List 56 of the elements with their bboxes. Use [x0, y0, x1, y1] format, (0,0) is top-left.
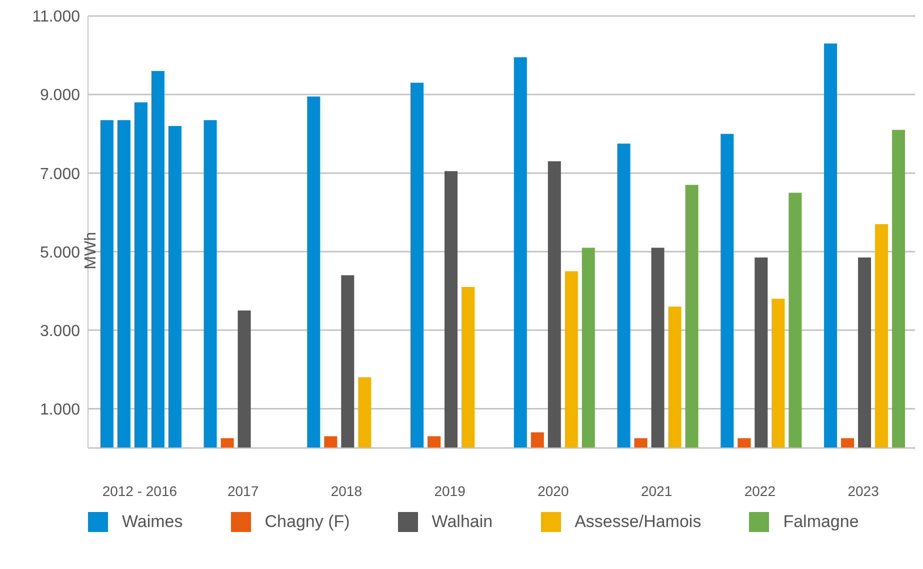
y-tick-label: 1.000	[40, 401, 80, 418]
bar	[841, 438, 854, 448]
bar	[892, 130, 906, 448]
bar	[772, 298, 785, 448]
bar	[428, 436, 441, 448]
bar	[634, 438, 648, 448]
bar	[582, 248, 595, 448]
y-tick-label: 11.000	[32, 8, 80, 26]
bar	[685, 184, 698, 448]
legend-label: Assesse/Hamois	[574, 512, 702, 532]
x-tick-label: 2020	[538, 482, 569, 499]
bar	[548, 161, 561, 448]
y-tick-label: 3.000	[40, 322, 80, 340]
x-tick-label: 2023	[848, 482, 880, 499]
bar	[341, 275, 354, 448]
bar	[530, 432, 544, 448]
bar	[788, 192, 802, 448]
bar	[358, 377, 372, 448]
bar	[238, 310, 251, 448]
y-tick-label: 7.000	[40, 166, 80, 183]
x-tick-label: 2022	[744, 482, 776, 499]
bar	[134, 102, 148, 448]
bar	[117, 120, 130, 448]
y-axis-title: MWh	[82, 232, 100, 270]
bar	[307, 96, 320, 448]
bar	[151, 70, 164, 448]
y-tick-label: 9.000	[40, 87, 80, 104]
bar	[204, 120, 217, 448]
x-tick-label: 2018	[330, 482, 362, 499]
bar	[514, 57, 527, 448]
x-tick-label: 2019	[434, 482, 466, 499]
bar	[617, 144, 630, 448]
bar	[168, 126, 182, 448]
bar	[410, 82, 424, 448]
legend-label: Waimes	[122, 512, 183, 532]
bar	[100, 120, 114, 448]
bar	[858, 258, 872, 448]
bar	[738, 438, 751, 448]
x-tick-label: 2021	[640, 482, 672, 499]
x-tick-label: 2012 - 2016	[102, 482, 178, 499]
bar	[324, 436, 338, 448]
bar	[651, 248, 664, 448]
bar	[824, 43, 838, 448]
bar	[462, 286, 475, 448]
bar	[444, 171, 458, 448]
x-tick-label: 2017	[227, 482, 259, 499]
y-tick-label: 5.000	[40, 244, 80, 262]
legend-label: Falmagne	[783, 512, 859, 532]
bar	[564, 271, 578, 448]
bar	[220, 438, 234, 448]
bar	[668, 306, 682, 448]
legend-label: Chagny (F)	[264, 512, 350, 532]
legend-label: Walhain	[432, 512, 493, 532]
bar	[754, 258, 768, 448]
bar	[875, 224, 888, 448]
bar	[720, 134, 734, 448]
